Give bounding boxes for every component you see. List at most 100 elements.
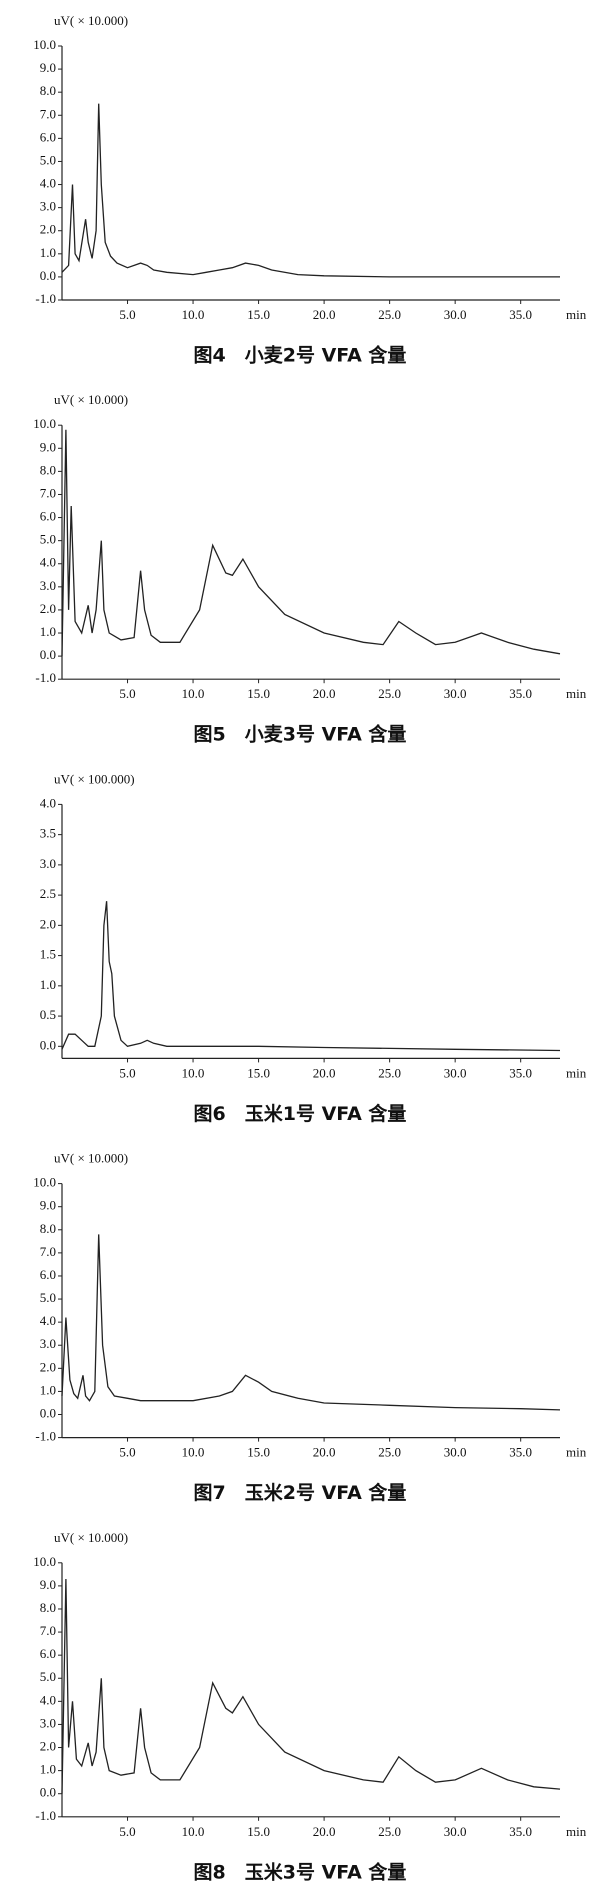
chart-panel: uV( × 10.000) -1.0 0.0 1.0 2.0 3.0 4.0 5.0 6.0 7.…	[33, 1530, 586, 1884]
y-tick-label: 2.0	[40, 1739, 56, 1754]
x-tick-label: 25.0	[378, 1824, 401, 1839]
y-tick-label: 2.5	[40, 886, 56, 901]
chromatogram-trace	[61, 901, 561, 1052]
y-tick-label: 7.0	[40, 485, 56, 500]
x-tick-label: 25.0	[378, 686, 401, 701]
y-tick-label: 5.0	[40, 1669, 56, 1684]
x-tick-label: 30.0	[444, 1824, 467, 1839]
y-axis-label: uV( × 100.000)	[54, 771, 135, 786]
y-tick-label: 8.0	[40, 1221, 56, 1236]
y-axis-label: uV( × 10.000)	[54, 1151, 128, 1166]
chromatogram-trace	[61, 1578, 561, 1794]
y-tick-label: 5.0	[40, 532, 56, 547]
y-tick-label: 9.0	[40, 439, 56, 454]
y-tick-label: 9.0	[40, 1577, 56, 1592]
x-tick-label: 35.0	[509, 1445, 532, 1460]
y-axis-label: uV( × 10.000)	[54, 13, 128, 28]
x-tick-label: 10.0	[182, 686, 205, 701]
y-tick-label: 7.0	[40, 1623, 56, 1638]
y-tick-label: 2.0	[40, 601, 56, 616]
y-tick-label: 10.0	[33, 1554, 56, 1569]
y-tick-label: 3.0	[40, 856, 56, 871]
y-tick-label: 8.0	[40, 1600, 56, 1615]
y-axis-label: uV( × 10.000)	[54, 1530, 128, 1545]
x-tick-label: 10.0	[182, 1824, 205, 1839]
x-tick-label: 5.0	[119, 1445, 135, 1460]
y-tick-label: -1.0	[35, 291, 56, 306]
y-tick-label: 2.0	[40, 1359, 56, 1374]
y-tick-label: 6.0	[40, 129, 56, 144]
y-tick-label: 4.0	[40, 1692, 56, 1707]
y-tick-label: 7.0	[40, 106, 56, 121]
y-tick-label: 5.0	[40, 1290, 56, 1305]
figure-caption: 图7 玉米2号 VFA 含量	[194, 1481, 407, 1504]
x-tick-label: 35.0	[509, 1824, 532, 1839]
x-tick-label: 15.0	[247, 307, 270, 322]
y-tick-label: 3.5	[40, 826, 56, 841]
chromatogram-trace	[61, 103, 560, 278]
y-tick-label: 4.0	[40, 176, 56, 191]
y-tick-label: 4.0	[40, 1313, 56, 1328]
x-axis-label: min	[566, 1445, 587, 1460]
y-tick-label: 0.0	[40, 1405, 56, 1420]
x-tick-label: 15.0	[247, 1824, 270, 1839]
x-tick-label: 15.0	[247, 1445, 270, 1460]
y-tick-label: 10.0	[33, 416, 56, 431]
y-tick-label: 5.0	[40, 152, 56, 167]
y-tick-label: 6.0	[40, 509, 56, 524]
x-tick-label: 20.0	[313, 1824, 336, 1839]
y-tick-label: 10.0	[33, 37, 56, 52]
x-tick-label: 20.0	[313, 1065, 336, 1080]
y-tick-label: 6.0	[40, 1267, 56, 1282]
chart-panel: uV( × 10.000) -1.0 0.0 1.0 2.0 3.0 4.0 5.0 6.0 7.…	[33, 1151, 586, 1505]
y-tick-label: 6.0	[40, 1646, 56, 1661]
y-tick-label: 9.0	[40, 60, 56, 75]
y-tick-label: -1.0	[35, 1808, 56, 1823]
y-tick-label: 3.0	[40, 199, 56, 214]
chromatogram-trace	[61, 429, 561, 657]
x-axis-label: min	[566, 1824, 587, 1839]
x-tick-label: 10.0	[182, 307, 205, 322]
x-tick-label: 5.0	[119, 1065, 135, 1080]
y-tick-label: 1.0	[40, 1382, 56, 1397]
x-tick-label: 25.0	[378, 307, 401, 322]
y-tick-label: -1.0	[35, 1429, 56, 1444]
x-tick-label: 35.0	[509, 1065, 532, 1080]
y-tick-label: 9.0	[40, 1198, 56, 1213]
y-tick-label: 0.0	[40, 647, 56, 662]
y-tick-label: 4.0	[40, 795, 56, 810]
x-tick-label: 20.0	[313, 686, 336, 701]
chart-panel: uV( × 10.000) -1.0 0.0 1.0 2.0 3.0 4.0 5.0 6.0 7.…	[33, 13, 586, 367]
x-tick-label: 20.0	[313, 307, 336, 322]
y-tick-label: 0.0	[40, 1037, 56, 1052]
y-tick-label: 7.0	[40, 1244, 56, 1259]
x-tick-label: 5.0	[119, 307, 135, 322]
x-tick-label: 30.0	[444, 307, 467, 322]
y-tick-label: 8.0	[40, 83, 56, 98]
x-tick-label: 25.0	[378, 1065, 401, 1080]
y-tick-label: -1.0	[35, 670, 56, 685]
figure-caption: 图8 玉米3号 VFA 含量	[194, 1860, 407, 1883]
x-tick-label: 30.0	[444, 1065, 467, 1080]
figure-caption: 图6 玉米1号 VFA 含量	[194, 1102, 407, 1125]
y-tick-label: 1.0	[40, 624, 56, 639]
x-tick-label: 5.0	[119, 686, 135, 701]
y-tick-label: 2.0	[40, 222, 56, 237]
y-tick-label: 2.0	[40, 916, 56, 931]
x-axis-label: min	[566, 307, 587, 322]
figure-caption: 图4 小麦2号 VFA 含量	[194, 344, 407, 367]
x-tick-label: 15.0	[247, 686, 270, 701]
x-tick-label: 30.0	[444, 686, 467, 701]
y-tick-label: 1.0	[40, 1762, 56, 1777]
x-tick-label: 20.0	[313, 1445, 336, 1460]
figure-caption: 图5 小麦3号 VFA 含量	[194, 723, 407, 746]
y-tick-label: 0.5	[40, 1007, 56, 1022]
y-tick-label: 3.0	[40, 578, 56, 593]
x-axis-label: min	[566, 1065, 587, 1080]
y-tick-label: 1.5	[40, 947, 56, 962]
y-tick-label: 1.0	[40, 245, 56, 260]
y-tick-label: 0.0	[40, 268, 56, 283]
y-tick-label: 10.0	[33, 1175, 56, 1190]
